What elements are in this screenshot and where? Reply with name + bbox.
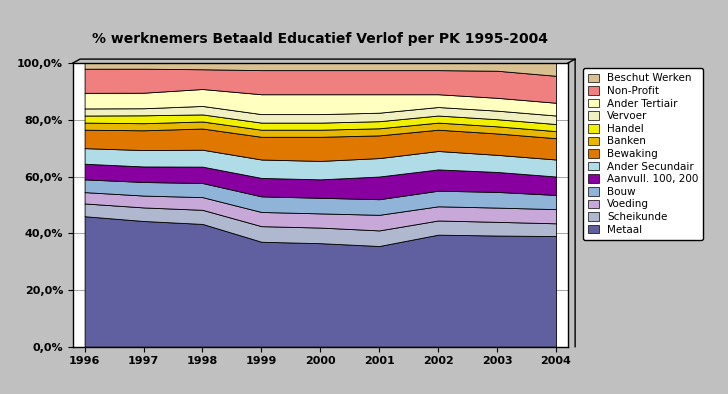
Text: % werknemers Betaald Educatief Verlof per PK 1995-2004: % werknemers Betaald Educatief Verlof pe… [92,32,548,46]
Legend: Beschut Werken, Non-Profit, Ander Tertiair, Vervoer, Handel, Banken, Bewaking, A: Beschut Werken, Non-Profit, Ander Tertia… [583,68,703,240]
